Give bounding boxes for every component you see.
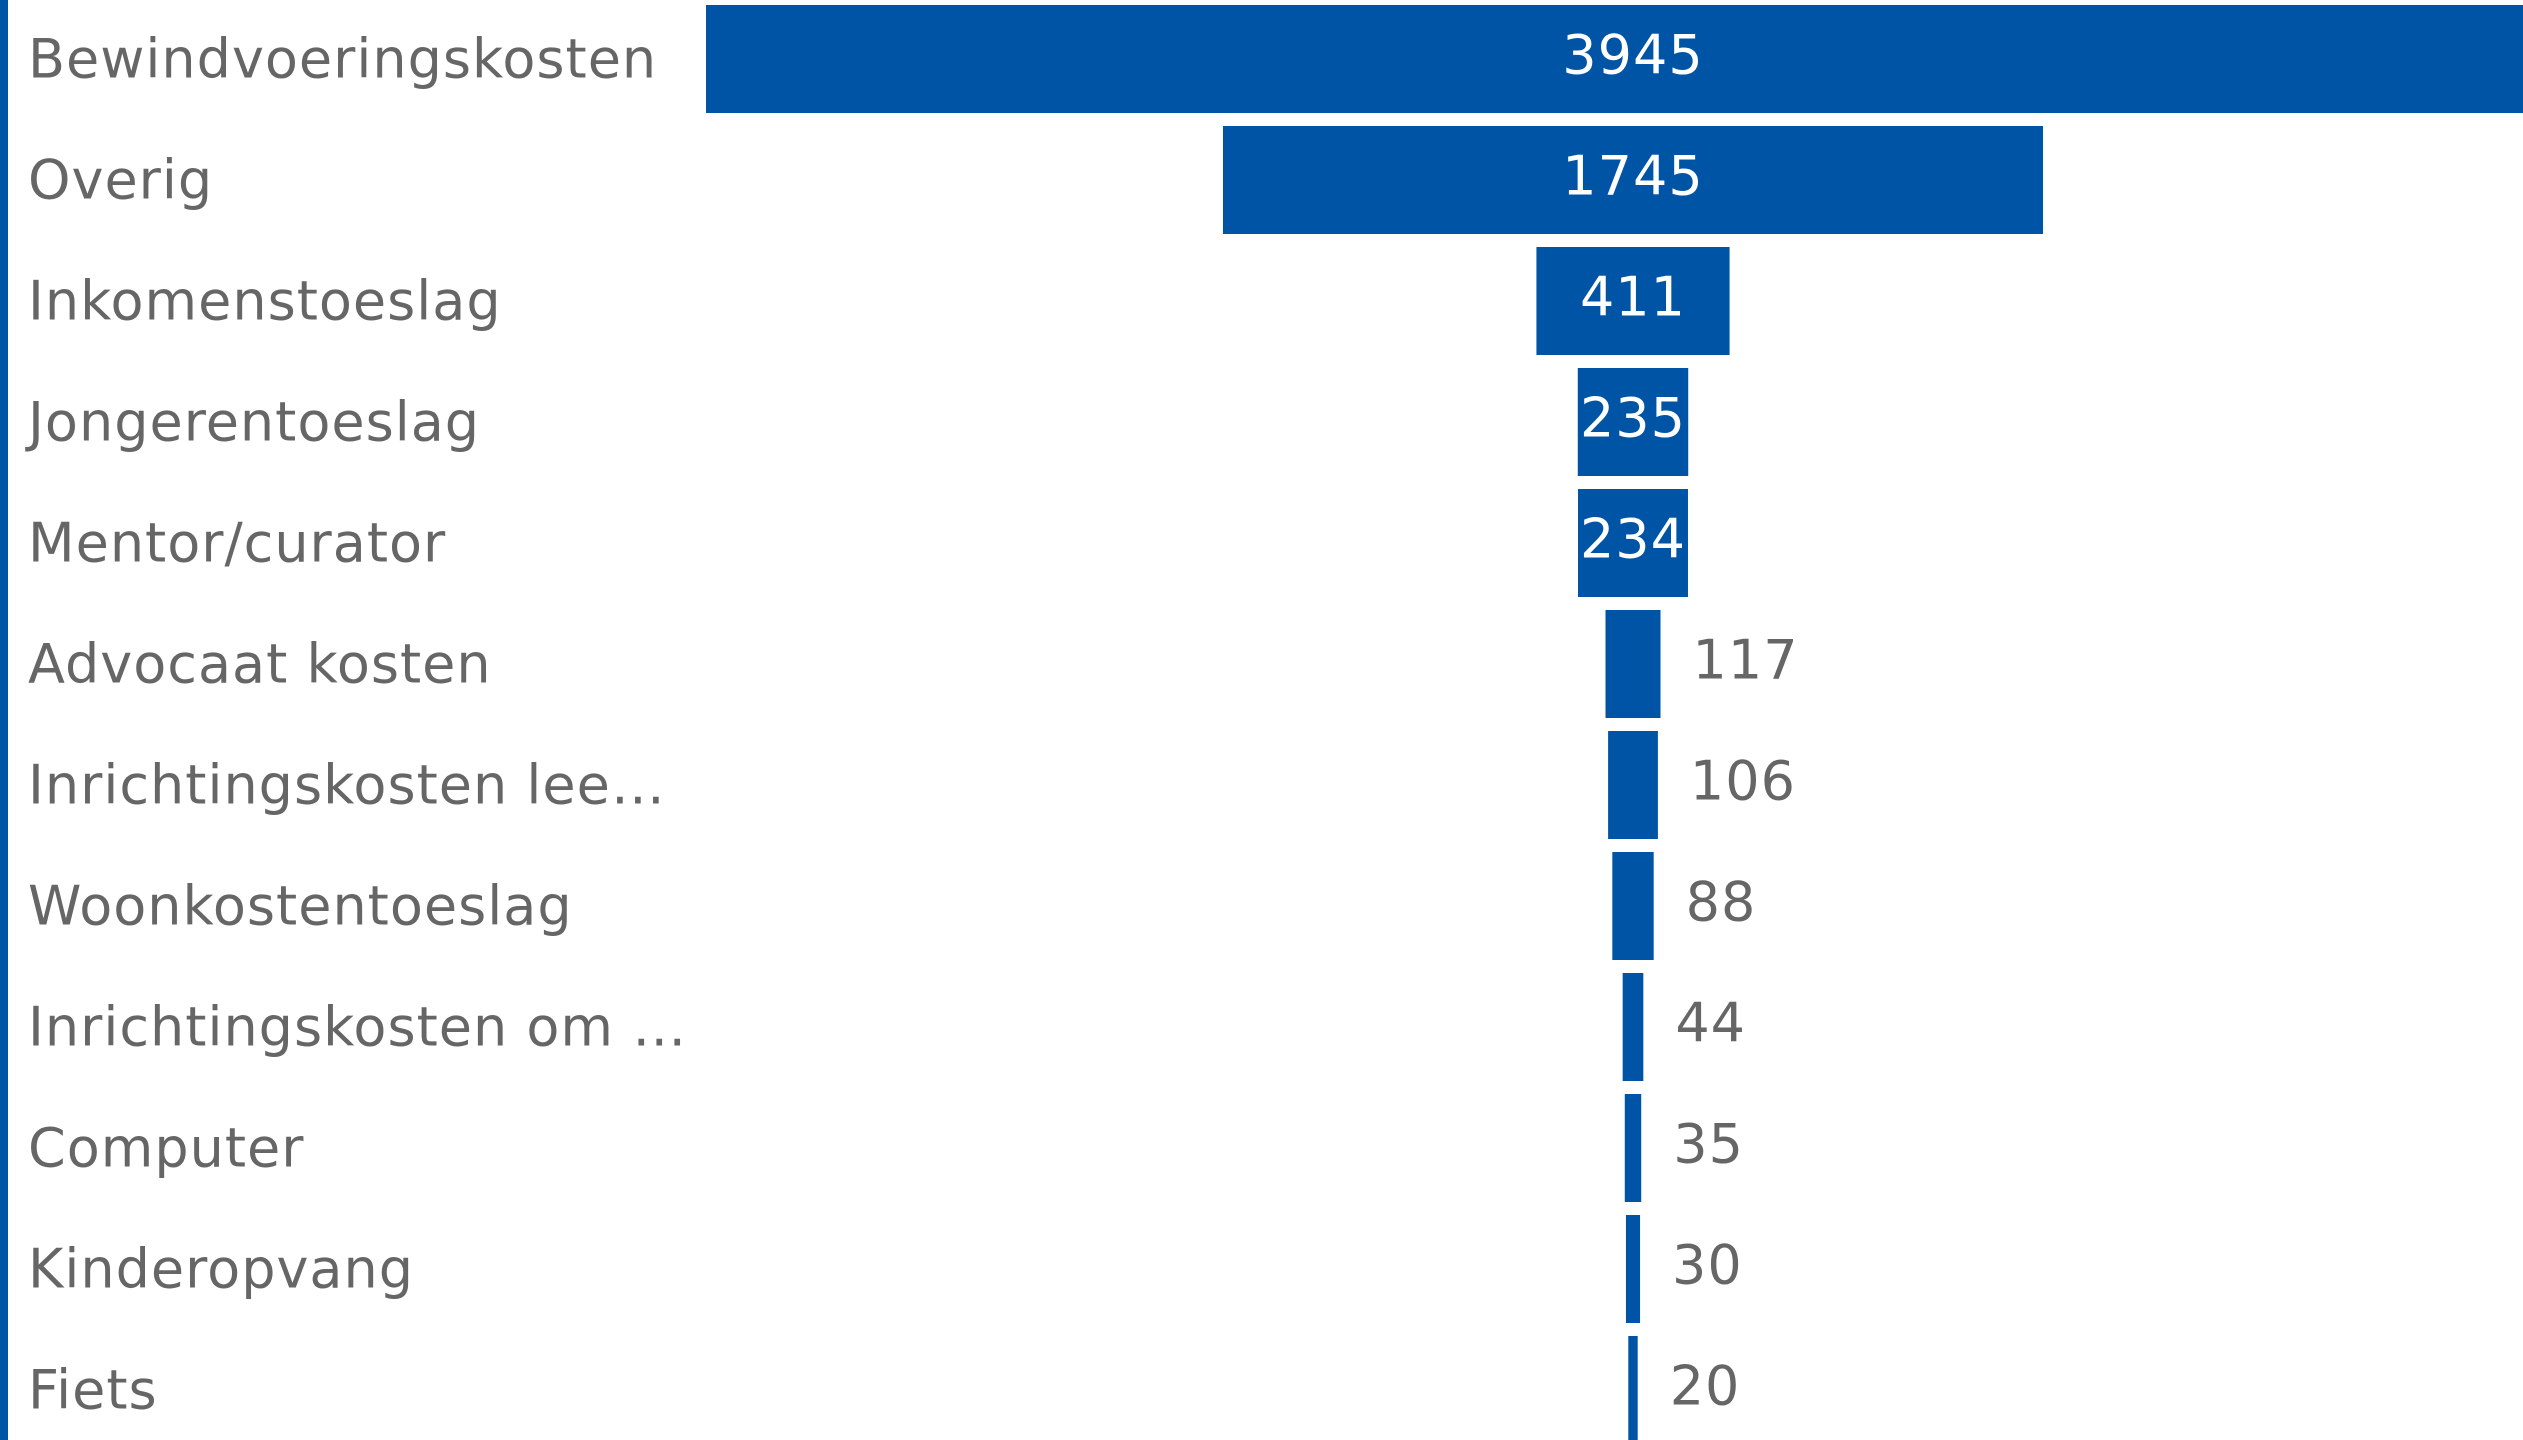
value-label: 235 — [1580, 387, 1686, 450]
category-label: Fiets — [28, 1359, 158, 1422]
category-label: Overig — [28, 149, 213, 212]
bar — [1628, 1336, 1638, 1440]
category-label: Advocaat kosten — [28, 633, 492, 696]
value-label: 106 — [1690, 750, 1796, 813]
value-label: 30 — [1672, 1234, 1743, 1297]
bar — [1605, 610, 1661, 718]
bar — [1624, 1094, 1642, 1202]
value-label: 234 — [1580, 508, 1686, 571]
value-label: 88 — [1686, 871, 1757, 934]
category-label: Computer — [28, 1117, 304, 1180]
value-label: 20 — [1670, 1355, 1741, 1418]
category-label: Inkomenstoeslag — [28, 270, 502, 333]
value-label: 1745 — [1562, 145, 1703, 208]
bar — [1577, 368, 1689, 476]
category-label: Mentor/curator — [28, 512, 446, 575]
category-label: Woonkostentoeslag — [28, 875, 573, 938]
category-label: Kinderopvang — [28, 1238, 414, 1301]
bar — [1622, 973, 1644, 1081]
value-label: 44 — [1675, 992, 1746, 1055]
bar — [706, 5, 2523, 113]
value-label: 117 — [1692, 629, 1798, 692]
value-label: 3945 — [1562, 24, 1703, 87]
category-label: Bewindvoeringskosten — [28, 28, 657, 91]
category-label: Inrichtingskosten om … — [28, 996, 687, 1059]
category-label: Jongerentoeslag — [25, 391, 480, 454]
bar — [1536, 247, 1730, 355]
bar — [1222, 126, 2044, 234]
category-label: Inrichtingskosten lee… — [28, 754, 666, 817]
bar — [1578, 489, 1688, 597]
bar — [1608, 731, 1658, 839]
value-label: 35 — [1673, 1113, 1744, 1176]
left-border — [0, 0, 8, 1440]
value-label: 411 — [1580, 266, 1686, 329]
bar — [1612, 852, 1654, 960]
bar — [1625, 1215, 1641, 1323]
